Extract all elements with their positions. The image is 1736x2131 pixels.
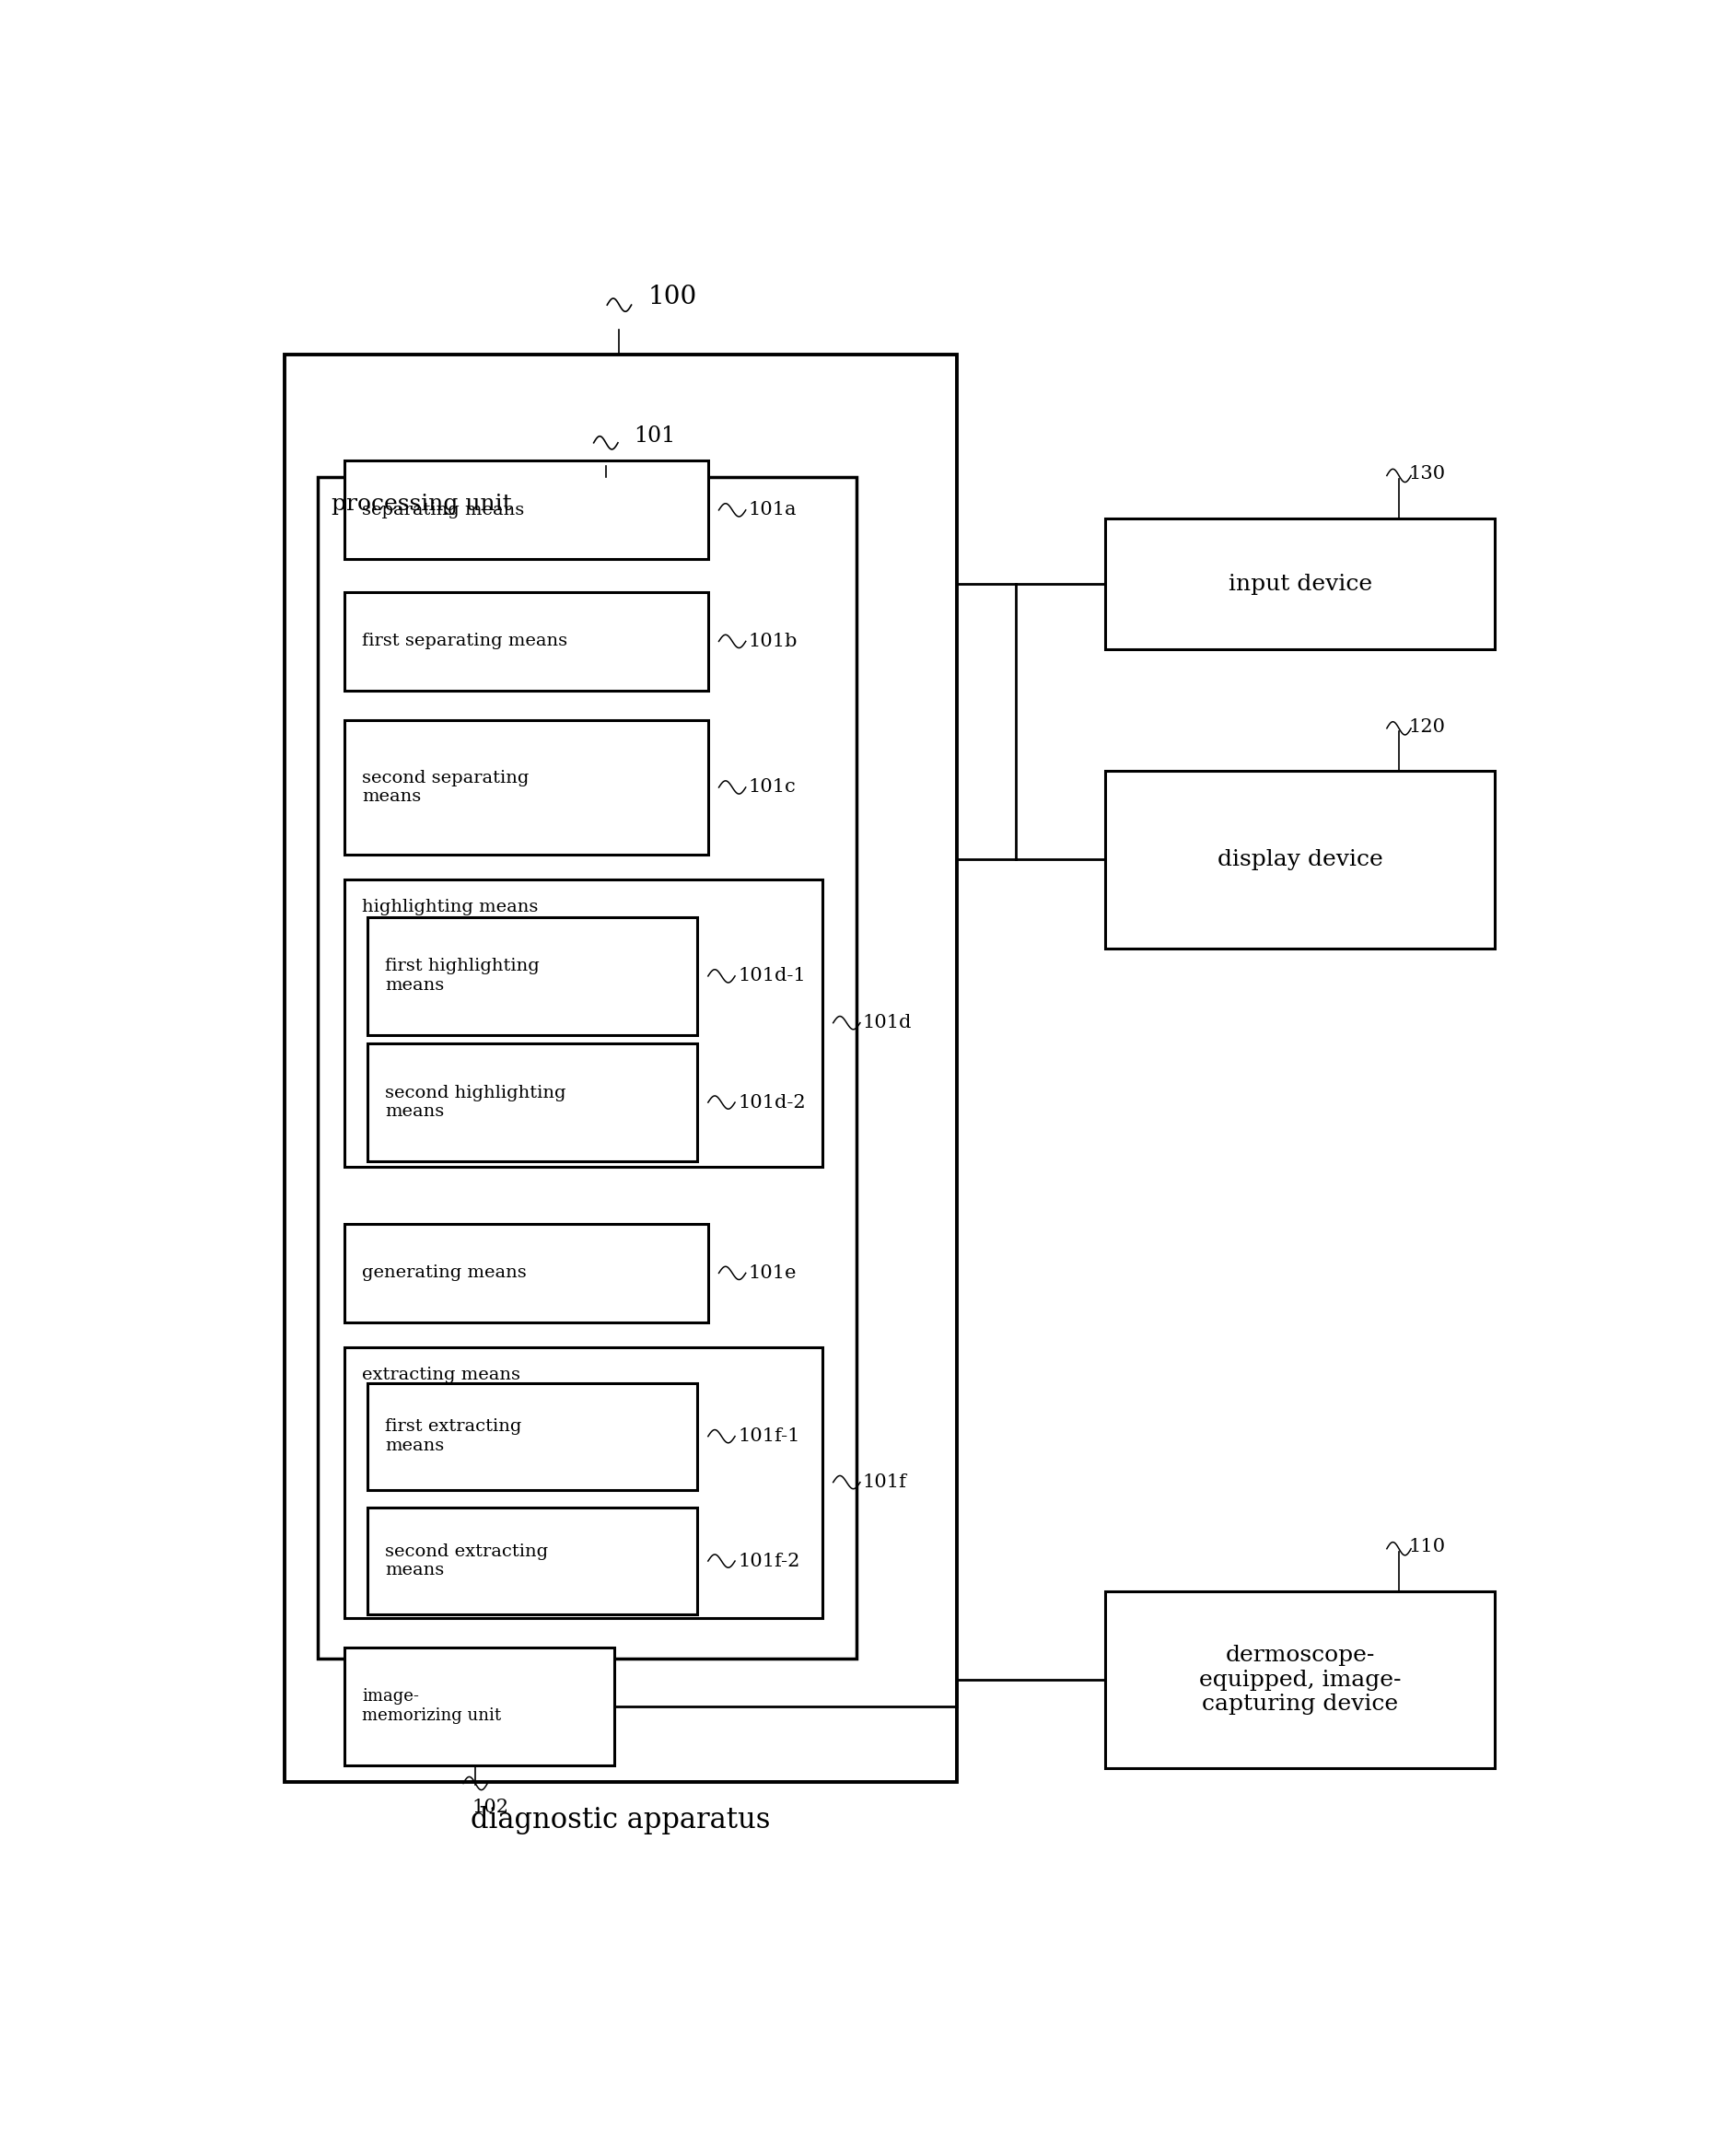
Text: 101e: 101e — [748, 1264, 797, 1283]
Text: second highlighting
means: second highlighting means — [385, 1085, 566, 1121]
Text: 130: 130 — [1408, 465, 1446, 484]
Bar — [345, 1647, 615, 1764]
Bar — [345, 592, 708, 690]
Bar — [285, 354, 957, 1782]
Bar — [345, 720, 708, 855]
Text: second extracting
means: second extracting means — [385, 1543, 549, 1579]
Text: highlighting means: highlighting means — [363, 899, 538, 916]
Text: 101a: 101a — [748, 501, 797, 518]
Bar — [368, 1509, 698, 1615]
Text: first extracting
means: first extracting means — [385, 1419, 523, 1453]
Text: 101f-2: 101f-2 — [738, 1551, 800, 1571]
Text: 102: 102 — [472, 1799, 509, 1816]
Text: image-
memorizing unit: image- memorizing unit — [363, 1688, 502, 1724]
Bar — [345, 460, 708, 558]
Text: 101f-1: 101f-1 — [738, 1428, 800, 1445]
Text: first highlighting
means: first highlighting means — [385, 959, 540, 993]
Text: 101d: 101d — [863, 1014, 911, 1031]
Bar — [345, 1347, 823, 1617]
Text: second separating
means: second separating means — [363, 769, 529, 806]
Bar — [1106, 1592, 1495, 1769]
Bar — [1106, 518, 1495, 650]
Text: first separating means: first separating means — [363, 633, 568, 650]
Text: 101d-1: 101d-1 — [738, 967, 806, 985]
Text: 101d-2: 101d-2 — [738, 1093, 806, 1110]
Text: input device: input device — [1227, 573, 1371, 595]
Text: 101b: 101b — [748, 633, 797, 650]
Text: 101f: 101f — [863, 1473, 906, 1492]
Text: 110: 110 — [1408, 1539, 1446, 1556]
Text: 101c: 101c — [748, 778, 797, 797]
Bar — [345, 1223, 708, 1321]
Text: 100: 100 — [648, 283, 696, 309]
Text: separating means: separating means — [363, 501, 524, 518]
Bar — [368, 916, 698, 1036]
Text: 101: 101 — [634, 426, 675, 448]
Bar — [318, 477, 856, 1658]
Bar — [368, 1383, 698, 1490]
Bar — [1106, 771, 1495, 948]
Text: extracting means: extracting means — [363, 1366, 521, 1383]
Text: 120: 120 — [1410, 718, 1446, 735]
Bar — [345, 880, 823, 1166]
Text: display device: display device — [1217, 848, 1384, 869]
Text: dermoscope-
equipped, image-
capturing device: dermoscope- equipped, image- capturing d… — [1200, 1645, 1401, 1715]
Text: processing unit: processing unit — [332, 494, 512, 516]
Text: diagnostic apparatus: diagnostic apparatus — [470, 1807, 771, 1835]
Bar — [368, 1044, 698, 1161]
Text: generating means: generating means — [363, 1266, 528, 1281]
